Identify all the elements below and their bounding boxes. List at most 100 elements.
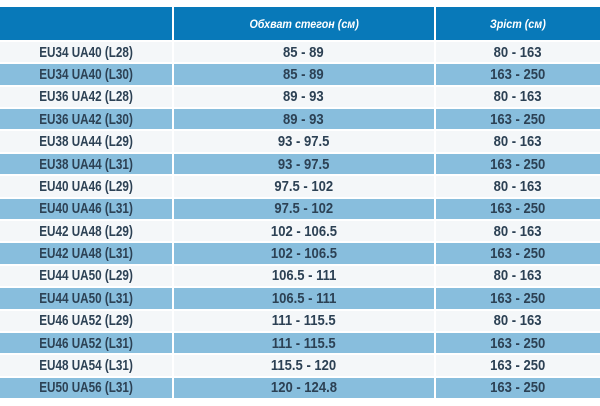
table-row: EU42 UA48 (L29) 102 - 106.5 80 - 163 [0,221,600,242]
height-cell: 163 - 250 [436,243,600,264]
height-value: 163 - 250 [490,245,546,263]
size-cell: EU34 UA40 (L28) [0,41,172,63]
height-value: 163 - 250 [490,379,546,397]
table-row: EU34 UA40 (L28) 85 - 89 80 - 163 [0,41,600,63]
table-row: EU48 UA54 (L31) 115.5 - 120 163 - 250 [0,355,600,376]
hips-cell: 115.5 - 120 [173,355,434,376]
size-cell: EU34 UA40 (L30) [0,64,172,85]
size-label: EU42 UA48 (L31) [38,245,133,263]
hips-cell: 106.5 - 111 [173,288,434,309]
height-value: 80 - 163 [494,312,542,330]
header-height-cell: Зріст (см) [436,7,600,40]
header-hips-cell: Обхват стегон (см) [173,7,434,40]
hips-value: 89 - 93 [283,88,325,106]
hips-value: 102 - 106.5 [270,245,337,263]
table-row: EU46 UA52 (L31) 111 - 115.5 163 - 250 [0,332,600,354]
size-cell: EU44 UA50 (L29) [0,265,172,287]
table-row: EU50 UA56 (L31) 120 - 124.8 163 - 250 [0,377,600,399]
size-cell: EU50 UA56 (L31) [0,377,172,399]
hips-value: 106.5 - 111 [271,267,337,285]
size-chart-table: Обхват стегон (см) Зріст (см) EU34 UA40 … [0,7,600,399]
header-size-cell [0,7,172,40]
hips-cell: 106.5 - 111 [173,265,434,287]
hips-cell: 93 - 97.5 [173,153,434,175]
size-label: EU48 UA54 (L31) [38,357,133,375]
size-label: EU36 UA42 (L30) [38,110,133,128]
size-label: EU40 UA46 (L29) [38,177,133,195]
size-cell: EU40 UA46 (L29) [0,176,172,197]
hips-value: 120 - 124.8 [270,379,337,397]
size-cell: EU40 UA46 (L31) [0,198,172,220]
height-value: 80 - 163 [494,222,542,240]
height-cell: 163 - 250 [436,355,600,376]
size-cell: EU48 UA54 (L31) [0,355,172,376]
hips-value: 111 - 115.5 [271,334,336,352]
size-cell: EU42 UA48 (L31) [0,243,172,264]
table-header-row: Обхват стегон (см) Зріст (см) [0,7,600,40]
hips-cell: 89 - 93 [173,109,434,130]
size-label: EU34 UA40 (L30) [38,65,133,83]
size-label: EU50 UA56 (L31) [38,379,133,397]
hips-cell: 85 - 89 [173,41,434,63]
height-value: 163 - 250 [490,289,546,307]
height-cell: 80 - 163 [436,265,600,287]
header-height-label: Зріст (см) [490,16,546,31]
height-cell: 80 - 163 [436,131,600,152]
table-row: EU40 UA46 (L29) 97.5 - 102 80 - 163 [0,176,600,197]
size-cell: EU36 UA42 (L30) [0,109,172,130]
hips-value: 85 - 89 [283,65,325,83]
size-label: EU46 UA52 (L29) [38,312,133,330]
hips-value: 106.5 - 111 [271,289,337,307]
size-label: EU40 UA46 (L31) [38,200,133,218]
height-cell: 163 - 250 [436,288,600,309]
hips-value: 115.5 - 120 [271,357,337,375]
height-value: 80 - 163 [494,267,542,285]
height-cell: 80 - 163 [436,310,600,331]
size-label: EU42 UA48 (L29) [38,222,133,240]
size-label: EU36 UA42 (L28) [38,88,133,106]
table-row: EU46 UA52 (L29) 111 - 115.5 80 - 163 [0,310,600,331]
size-cell: EU46 UA52 (L29) [0,310,172,331]
hips-cell: 120 - 124.8 [173,377,434,399]
height-cell: 163 - 250 [436,153,600,175]
hips-value: 89 - 93 [283,110,325,128]
hips-cell: 111 - 115.5 [173,310,434,331]
height-value: 163 - 250 [490,65,546,83]
height-cell: 80 - 163 [436,176,600,197]
hips-cell: 93 - 97.5 [173,131,434,152]
hips-value: 111 - 115.5 [271,312,336,330]
height-cell: 163 - 250 [436,377,600,399]
height-cell: 80 - 163 [436,86,600,108]
height-value: 80 - 163 [494,133,542,151]
hips-cell: 102 - 106.5 [173,243,434,264]
size-cell: EU38 UA44 (L31) [0,153,172,175]
hips-value: 102 - 106.5 [270,222,337,240]
hips-value: 97.5 - 102 [274,177,334,195]
height-value: 163 - 250 [490,200,546,218]
hips-cell: 97.5 - 102 [173,198,434,220]
height-value: 80 - 163 [494,88,542,106]
size-label: EU46 UA52 (L31) [38,334,133,352]
table-row: EU36 UA42 (L28) 89 - 93 80 - 163 [0,86,600,108]
size-label: EU38 UA44 (L29) [38,133,133,151]
size-label: EU34 UA40 (L28) [38,43,133,61]
height-cell: 80 - 163 [436,221,600,242]
size-cell: EU44 UA50 (L31) [0,288,172,309]
hips-value: 97.5 - 102 [274,200,334,218]
size-cell: EU38 UA44 (L29) [0,131,172,152]
height-cell: 163 - 250 [436,109,600,130]
table-row: EU38 UA44 (L31) 93 - 97.5 163 - 250 [0,153,600,175]
height-value: 163 - 250 [490,155,546,173]
hips-cell: 85 - 89 [173,64,434,85]
table-row: EU44 UA50 (L31) 106.5 - 111 163 - 250 [0,288,600,309]
height-cell: 163 - 250 [436,64,600,85]
table-row: EU36 UA42 (L30) 89 - 93 163 - 250 [0,109,600,130]
size-cell: EU42 UA48 (L29) [0,221,172,242]
table-row: EU38 UA44 (L29) 93 - 97.5 80 - 163 [0,131,600,152]
height-cell: 80 - 163 [436,41,600,63]
height-value: 163 - 250 [490,110,546,128]
hips-value: 93 - 97.5 [277,133,330,151]
size-label: EU44 UA50 (L31) [38,289,133,307]
table-row: EU34 UA40 (L30) 85 - 89 163 - 250 [0,64,600,85]
